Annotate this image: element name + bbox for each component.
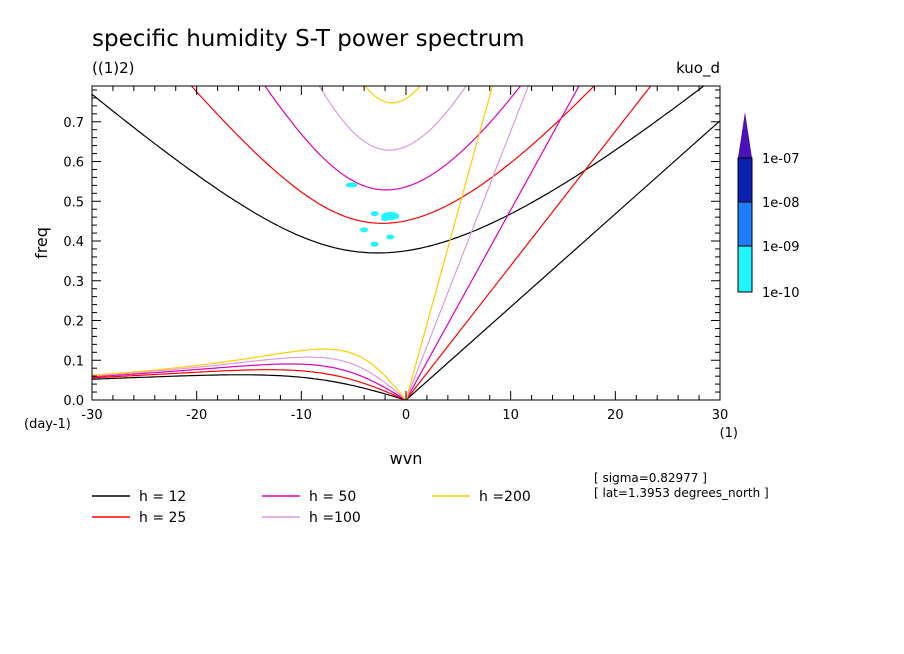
y-tick-label: 0.6 [63, 156, 84, 171]
y-tick-label: 0.7 [63, 116, 84, 131]
y-axis-label: freq [32, 227, 51, 259]
legend-label-h100: h =100 [309, 510, 361, 526]
axis-ticks: -30 -20 -10 0 10 20 30 0.0 0.1 0.2 0.3 0.4 0.5 0.6 0.7 [63, 86, 728, 423]
colorbar-label: 1e-10 [762, 286, 800, 301]
colorbar-band-1e-08 [737, 201, 753, 247]
rossby-wave-h50 [92, 363, 407, 400]
inertia-gravity-wave-h50 [264, 86, 522, 191]
kelvin-wave-h25 [405, 86, 652, 400]
inertia-gravity-wave-h100 [318, 86, 467, 151]
spectrum-patch [345, 182, 358, 188]
y-tick-label: 0.4 [63, 235, 84, 250]
legend-label-h25: h = 25 [139, 510, 186, 526]
x-unit-label: (1) [720, 426, 738, 441]
spectrum-patch [360, 227, 369, 233]
x-tick-label: 0 [402, 408, 410, 423]
inertia-gravity-wave-h200 [364, 86, 422, 104]
plot-frame [91, 85, 721, 401]
colorbar-label: 1e-08 [762, 196, 800, 211]
rossby-wave-h25 [92, 369, 407, 400]
kelvin-wave-h200 [405, 86, 494, 400]
y-unit-label: (day-1) [24, 417, 71, 432]
x-tick-label: 20 [607, 408, 624, 423]
x-tick-label: -10 [291, 408, 312, 423]
y-tick-label: 0.0 [63, 394, 84, 409]
y-tick-label: 0.3 [63, 275, 84, 290]
spectrum-patch [381, 216, 390, 222]
legend-label-h12: h = 12 [139, 489, 186, 505]
y-tick-label: 0.2 [63, 315, 84, 330]
dispersion-curves [92, 86, 720, 400]
spectrum-contours [345, 182, 400, 247]
legend-label-h50: h = 50 [309, 489, 356, 505]
colorbar: 1e-07 1e-08 1e-09 1e-10 [737, 112, 800, 301]
y-tick-label: 0.1 [63, 354, 84, 369]
kelvin-wave-h100 [405, 86, 529, 400]
x-tick-label: 10 [502, 408, 519, 423]
kelvin-wave-h12 [405, 120, 720, 400]
info-latitude: [ lat=1.3953 degrees_north ] [594, 486, 769, 500]
spectrum-patch [386, 234, 395, 240]
chart-subtitle-right: kuo_d [676, 59, 720, 78]
dispersion-curves-h50 [92, 86, 580, 400]
dispersion-curves-h25 [92, 86, 652, 400]
rossby-wave-h200 [92, 348, 407, 400]
colorbar-band-1e-07 [737, 157, 753, 203]
info-sigma: [ sigma=0.82977 ] [594, 471, 707, 485]
x-axis-label: wvn [390, 449, 423, 468]
rossby-wave-h100 [92, 356, 407, 400]
inertia-gravity-wave-h12 [92, 86, 705, 254]
x-tick-label: 30 [712, 408, 729, 423]
colorbar-label: 1e-09 [762, 240, 800, 255]
spectrum-patch [370, 211, 379, 217]
dispersion-curves-h100 [92, 86, 529, 400]
dispersion-curves-h200 [92, 86, 494, 400]
y-tick-label: 0.5 [63, 195, 84, 210]
dispersion-curves-h12 [92, 86, 720, 400]
colorbar-triangle [738, 112, 752, 158]
colorbar-band-1e-09 [737, 245, 753, 293]
colorbar-label: 1e-07 [762, 152, 800, 167]
chart-subtitle-left: ((1)2) [92, 59, 135, 77]
kelvin-wave-h50 [405, 86, 580, 400]
x-tick-label: -20 [186, 408, 207, 423]
spectrum-patch [370, 241, 379, 247]
rossby-wave-h12 [92, 374, 407, 400]
chart-title: specific humidity S-T power spectrum [92, 26, 524, 52]
legend: h = 12 h = 25 h = 50 h =100 h =200 [92, 489, 531, 526]
legend-label-h200: h =200 [479, 489, 531, 505]
x-tick-label: -30 [81, 408, 102, 423]
